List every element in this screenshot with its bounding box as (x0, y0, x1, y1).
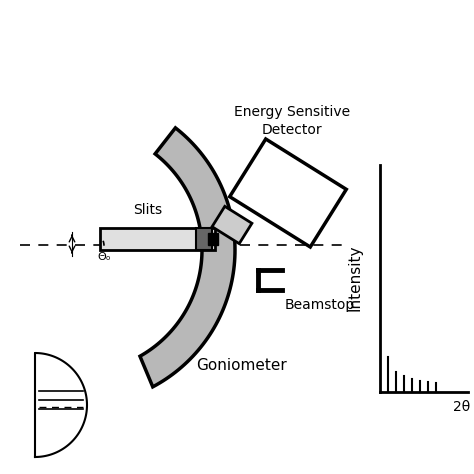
Polygon shape (100, 228, 215, 250)
Bar (212, 206, 252, 244)
Text: Slits: Slits (134, 203, 163, 217)
Bar (230, 139, 346, 247)
Text: Goniometer: Goniometer (197, 358, 287, 373)
PathPatch shape (140, 128, 235, 387)
Polygon shape (196, 228, 212, 250)
Polygon shape (208, 233, 218, 245)
Text: $\Theta$: $\Theta$ (97, 250, 107, 262)
Text: Intensity: Intensity (347, 245, 363, 311)
Text: Beamstop: Beamstop (285, 298, 355, 312)
Text: Energy Sensitive
Detector: Energy Sensitive Detector (234, 105, 350, 137)
Text: 2θ: 2θ (453, 400, 471, 414)
Text: o: o (106, 255, 110, 261)
